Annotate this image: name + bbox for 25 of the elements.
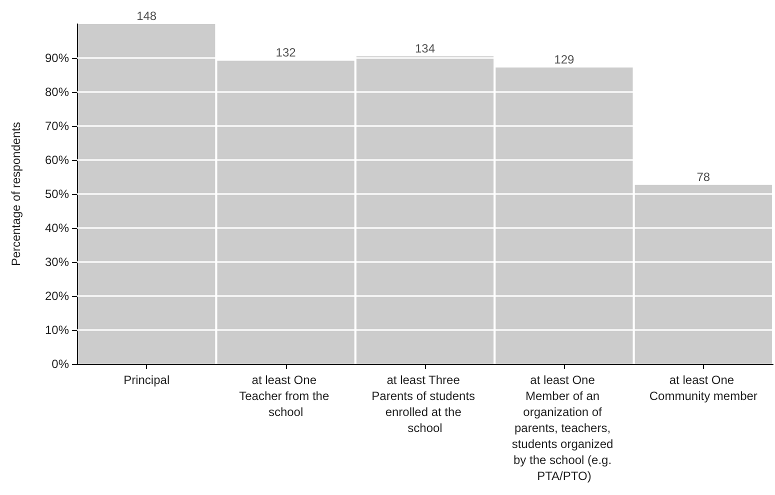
- y-axis-title: Percentage of respondents: [9, 122, 23, 266]
- y-tick-label: 50%: [44, 187, 70, 201]
- y-tick-label: 0%: [52, 357, 70, 371]
- y-tick-label: 20%: [44, 289, 70, 303]
- annotation: 148: [136, 9, 157, 23]
- y-tick-label: 30%: [44, 255, 70, 269]
- annotation: 78: [696, 170, 710, 184]
- y-tick-label: 60%: [44, 153, 70, 167]
- y-tick-label: 80%: [44, 85, 70, 99]
- y-tick-label: 70%: [44, 119, 70, 133]
- x-tick-label: Principal: [124, 373, 170, 387]
- annotation: 134: [414, 41, 436, 56]
- x-tick-label: at least One Community member: [649, 373, 758, 403]
- y-tick-label: 90%: [44, 51, 70, 65]
- x-tick-label: at least One Teacher from the school: [239, 373, 332, 419]
- y-tick-label: 10%: [44, 323, 70, 337]
- x-tick-label: at least One Member of an organization of parents, teachers, students organized by the school (e.g. PTA/PTO): [512, 373, 617, 483]
- bar: [356, 56, 494, 364]
- annotation: 132: [276, 46, 296, 60]
- x-tick-label: at least Three Parents of students enrolled at the school: [372, 373, 478, 435]
- bar: [634, 184, 772, 364]
- y-tick-label: 40%: [44, 221, 70, 235]
- bar: [496, 68, 633, 364]
- bar: [217, 60, 354, 364]
- annotation: 129: [554, 52, 575, 67]
